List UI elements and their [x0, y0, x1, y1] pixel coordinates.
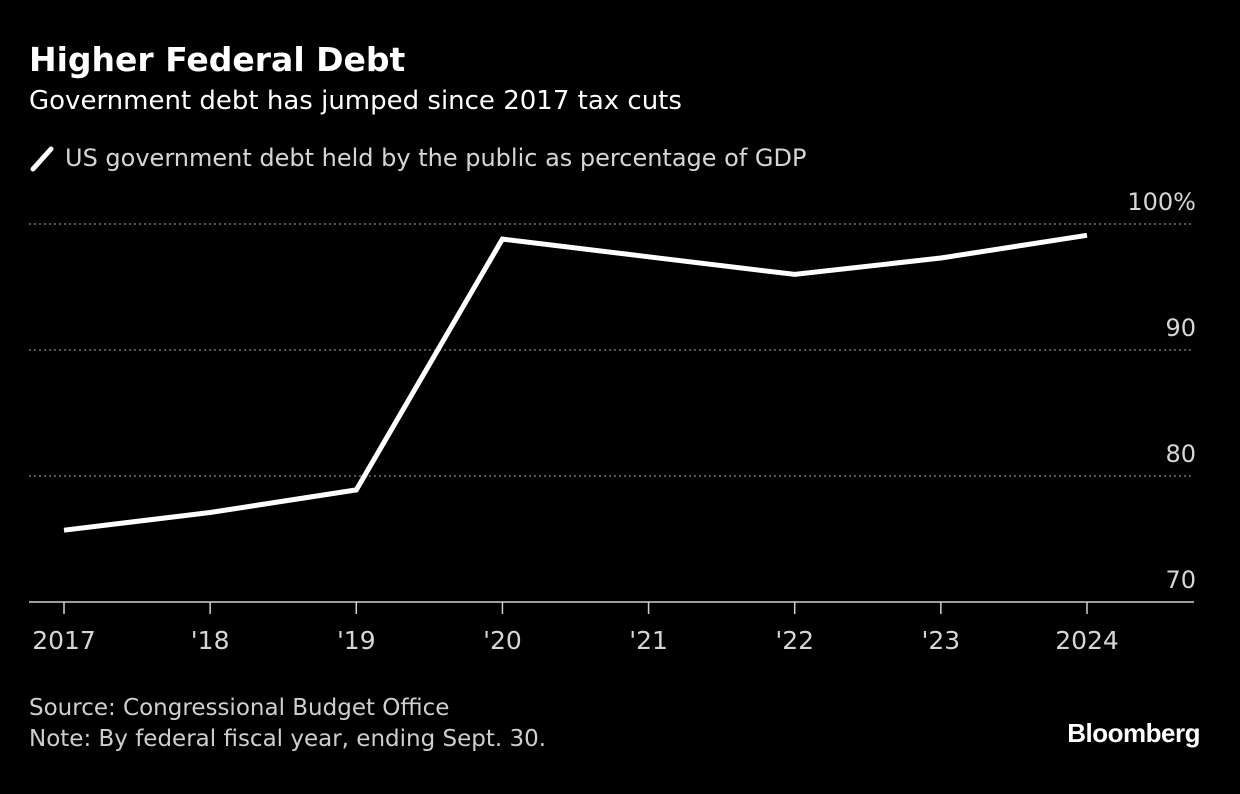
chart-title: Higher Federal Debt [29, 40, 406, 79]
x-tick-label-2024: 2024 [1055, 626, 1119, 655]
footer: Source: Congressional Budget Office Note… [29, 693, 546, 755]
y-tick-label-90: 90 [1165, 314, 1196, 342]
series-layer [63, 232, 1088, 533]
bloomberg-logo: Bloomberg [1067, 718, 1200, 748]
x-tick-label-2020: '20 [483, 626, 522, 655]
x-tick-label-2019: '19 [337, 626, 376, 655]
gridlines [29, 223, 1194, 477]
y-tick-label-70: 70 [1165, 566, 1196, 594]
y-axis-ticks: 70 80 90 100% [1127, 188, 1196, 594]
series-line-0 [63, 232, 1088, 533]
x-tick-label-2017: 2017 [32, 626, 96, 655]
legend: US government debt held by the public as… [29, 140, 806, 176]
legend-label: US government debt held by the public as… [65, 144, 807, 172]
x-tick-label-2018: '18 [191, 626, 230, 655]
x-tick-label-2021: '21 [629, 626, 668, 655]
diagonal-line-icon [30, 146, 54, 172]
y-tick-label-100: 100% [1127, 188, 1196, 216]
x-tick-label-2023: '23 [922, 626, 961, 655]
chart-subtitle: Government debt has jumped since 2017 ta… [29, 86, 682, 116]
y-tick-label-80: 80 [1165, 440, 1196, 468]
x-axis: 2017 '18 '19 '20 '21 '22 '23 2024 [29, 601, 1194, 655]
x-tick-label-2022: '22 [775, 626, 814, 655]
footnote: Note: By federal fiscal year, ending Sep… [29, 726, 547, 752]
source-note: Source: Congressional Budget Office [29, 695, 450, 721]
